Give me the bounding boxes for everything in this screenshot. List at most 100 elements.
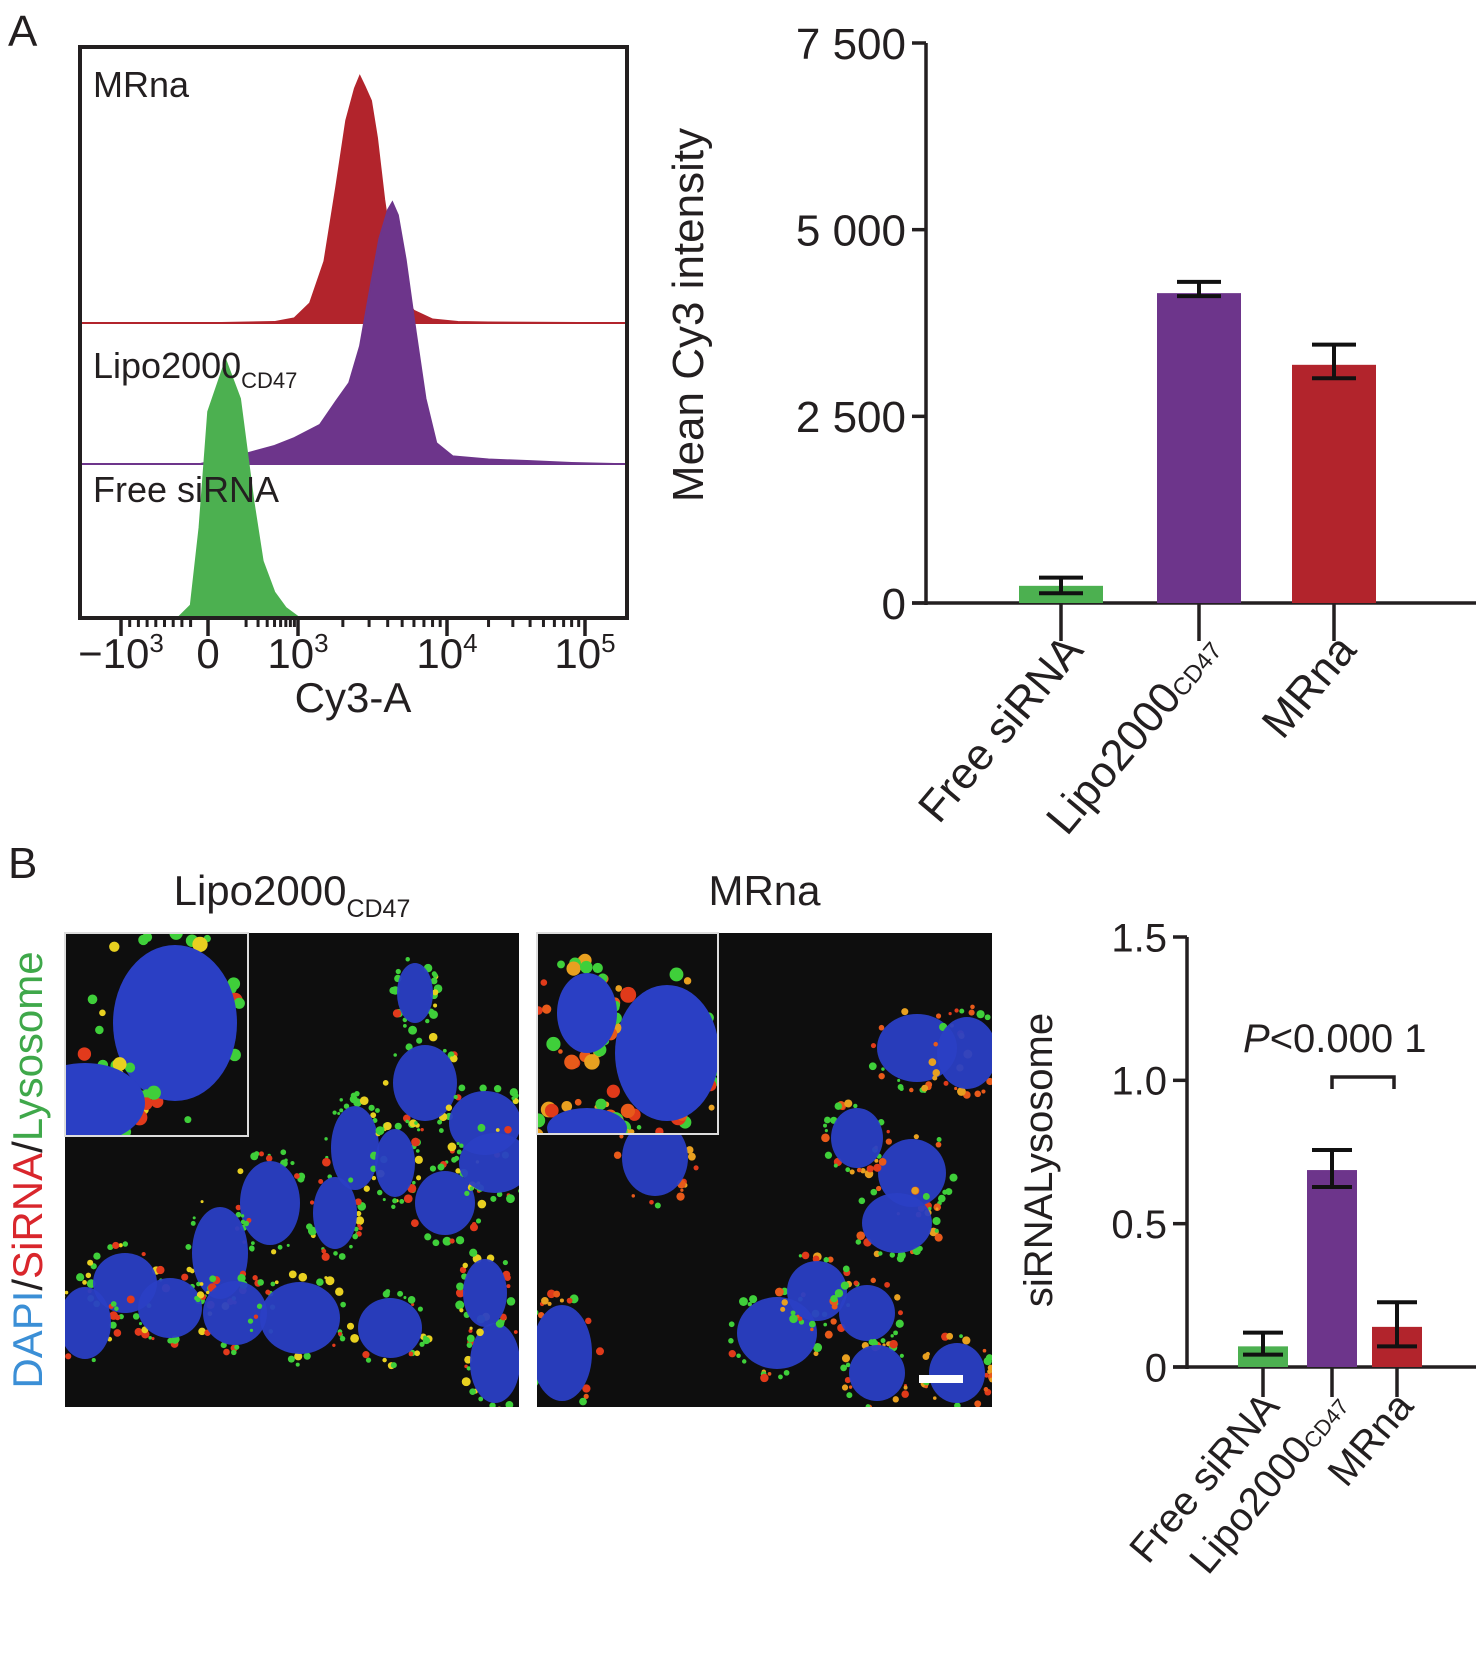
puncta	[248, 1245, 255, 1252]
histogram-series-label: Free siRNA	[93, 469, 279, 510]
y-tick-label: 1.5	[1111, 916, 1167, 960]
puncta	[824, 1330, 833, 1339]
nucleus	[831, 1108, 883, 1168]
puncta	[253, 1151, 260, 1157]
puncta	[987, 1364, 992, 1371]
puncta	[109, 941, 120, 952]
puncta	[99, 1009, 106, 1017]
puncta	[592, 962, 603, 974]
puncta	[458, 1084, 466, 1092]
puncta	[537, 1309, 539, 1316]
puncta	[865, 1404, 871, 1407]
puncta	[141, 1251, 146, 1257]
puncta	[783, 1369, 790, 1376]
puncta	[194, 1295, 199, 1301]
series-label-main: Free siRNA	[93, 469, 279, 510]
puncta	[542, 1004, 552, 1014]
puncta	[580, 960, 593, 974]
puncta	[827, 1256, 834, 1263]
puncta	[655, 1127, 664, 1133]
histogram-frame	[78, 45, 629, 620]
puncta	[954, 1402, 961, 1407]
puncta	[399, 1198, 405, 1204]
puncta	[613, 1151, 622, 1159]
puncta	[298, 1272, 308, 1282]
puncta	[538, 1113, 546, 1128]
puncta	[442, 1236, 452, 1246]
puncta	[553, 1290, 561, 1298]
puncta	[506, 1297, 516, 1306]
puncta	[925, 1351, 930, 1357]
puncta	[424, 1233, 432, 1241]
puncta	[654, 1202, 661, 1209]
puncta	[235, 1204, 242, 1211]
puncta	[981, 1089, 986, 1094]
puncta	[432, 989, 439, 996]
puncta	[199, 1282, 204, 1286]
nucleus	[240, 1161, 300, 1245]
puncta	[830, 1318, 837, 1325]
p-text: <0.000 1	[1270, 1017, 1427, 1061]
nucleus	[849, 1345, 905, 1401]
puncta	[849, 1169, 855, 1175]
nucleus	[113, 945, 237, 1101]
puncta	[509, 1088, 518, 1097]
puncta	[531, 1157, 537, 1163]
puncta	[676, 1192, 685, 1201]
puncta	[693, 1165, 699, 1171]
puncta	[294, 1352, 303, 1361]
puncta	[911, 1186, 919, 1195]
puncta	[258, 1151, 264, 1157]
puncta	[948, 1012, 952, 1016]
puncta	[983, 1387, 989, 1392]
puncta	[584, 1054, 600, 1070]
puncta	[968, 1009, 975, 1016]
tick-base: −10	[78, 630, 149, 677]
puncta	[870, 1043, 877, 1049]
puncta	[937, 1194, 946, 1203]
puncta	[843, 1266, 848, 1271]
puncta	[403, 1296, 407, 1300]
puncta	[954, 1086, 958, 1091]
puncta	[844, 1099, 853, 1108]
puncta	[240, 1214, 245, 1218]
puncta	[921, 1084, 929, 1092]
histogram-tick-label: 105	[554, 628, 615, 677]
puncta	[528, 1336, 534, 1342]
puncta	[309, 1200, 315, 1205]
puncta	[186, 1266, 193, 1273]
puncta	[477, 1123, 486, 1132]
puncta	[478, 1396, 484, 1402]
puncta	[845, 1167, 851, 1173]
puncta	[899, 1353, 904, 1358]
puncta	[456, 1282, 465, 1291]
puncta	[574, 1098, 582, 1106]
puncta	[855, 1239, 862, 1245]
puncta	[391, 1204, 396, 1209]
puncta	[138, 1322, 143, 1326]
puncta	[878, 1024, 885, 1031]
puncta	[917, 1245, 923, 1252]
puncta	[801, 1251, 810, 1260]
puncta	[359, 1096, 369, 1106]
tick-exponent: 3	[149, 628, 163, 658]
puncta	[265, 1155, 273, 1162]
puncta	[184, 1116, 192, 1124]
inset-zoom	[64, 932, 249, 1137]
puncta	[126, 1295, 135, 1304]
puncta	[405, 1043, 413, 1051]
puncta	[541, 1296, 549, 1305]
tick-exponent: 3	[314, 628, 328, 658]
puncta	[453, 1094, 458, 1100]
puncta	[496, 1191, 503, 1198]
puncta	[91, 1358, 96, 1363]
puncta	[870, 1188, 878, 1196]
puncta	[582, 1384, 591, 1393]
puncta	[233, 997, 245, 1009]
puncta	[295, 1362, 300, 1367]
puncta	[156, 1265, 165, 1275]
puncta	[223, 1348, 230, 1356]
puncta	[338, 1331, 342, 1336]
puncta	[362, 1351, 370, 1359]
puncta	[416, 1175, 422, 1181]
